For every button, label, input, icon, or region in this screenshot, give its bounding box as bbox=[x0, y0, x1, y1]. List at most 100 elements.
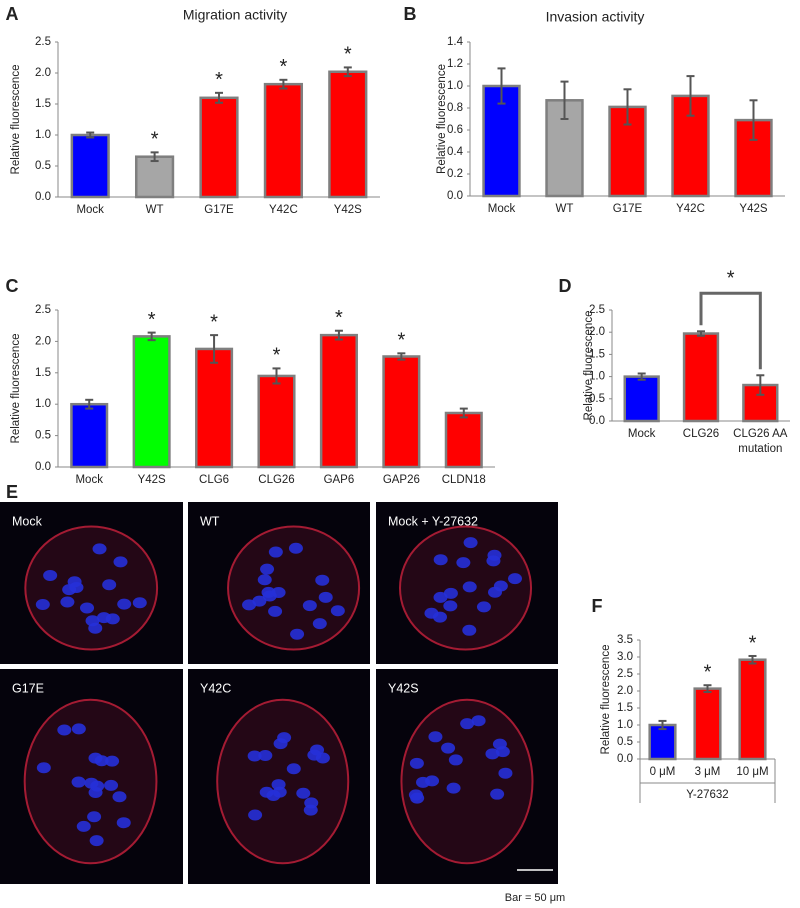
y-tick-label: 0.2 bbox=[447, 168, 463, 180]
nucleus bbox=[485, 748, 500, 760]
error-bar bbox=[623, 88, 632, 126]
y-axis-label: Relative fluorescence bbox=[10, 334, 22, 444]
nucleus bbox=[105, 755, 120, 767]
x-tick-label: G17E bbox=[612, 203, 643, 215]
x-tick-label-box: Y42C bbox=[269, 204, 298, 216]
y-tick-label: 1.0 bbox=[35, 398, 51, 410]
y-tick-label: 0.6 bbox=[447, 124, 463, 136]
nucleus bbox=[441, 742, 456, 754]
micrograph-label: WT bbox=[200, 514, 220, 528]
bar bbox=[70, 133, 110, 199]
panel-label: C bbox=[6, 276, 19, 296]
x-tick-label: Mock bbox=[487, 203, 516, 215]
x-tick-label: Mock bbox=[76, 204, 104, 216]
nucleus bbox=[288, 542, 303, 554]
nucleus bbox=[117, 598, 132, 610]
nucleus bbox=[80, 602, 95, 614]
nucleus bbox=[87, 811, 102, 823]
x-tick-label: 10 μM bbox=[736, 766, 769, 778]
significance: * bbox=[727, 268, 735, 290]
nucleus bbox=[456, 557, 471, 569]
significance: * bbox=[749, 632, 757, 654]
x-tick-label: GAP6 bbox=[323, 474, 355, 486]
x-tick-label-box: CLG6 bbox=[199, 474, 229, 486]
x-tick-label: Mock bbox=[627, 428, 656, 440]
nucleus bbox=[268, 605, 283, 617]
y-tick-label: 1.0 bbox=[447, 80, 463, 92]
y-tick-label: 0.8 bbox=[447, 102, 463, 114]
significance: * bbox=[148, 309, 156, 331]
x-tick-label: 0 μM bbox=[649, 766, 676, 778]
nucleus bbox=[84, 777, 99, 789]
nucleus bbox=[112, 791, 127, 803]
significance: * bbox=[344, 44, 352, 66]
nucleus bbox=[273, 738, 288, 750]
bar bbox=[319, 333, 358, 469]
nucleus bbox=[330, 605, 345, 617]
nucleus bbox=[448, 754, 463, 766]
nucleus bbox=[471, 715, 486, 727]
nucleus bbox=[92, 543, 107, 555]
bar bbox=[738, 658, 767, 761]
nucleus bbox=[71, 723, 86, 735]
nucleus bbox=[443, 587, 458, 599]
nucleus bbox=[290, 628, 305, 640]
bar bbox=[199, 96, 239, 199]
x-tick-label-box: Y42S bbox=[138, 474, 166, 486]
y-tick-label: 1.5 bbox=[589, 348, 605, 360]
y-tick-label: 0.5 bbox=[35, 430, 51, 442]
nucleus bbox=[462, 581, 477, 593]
x-tick-label-box: 0 μM bbox=[649, 766, 676, 778]
nucleus bbox=[248, 809, 263, 821]
nucleus bbox=[88, 622, 103, 634]
nucleus bbox=[60, 596, 75, 608]
nucleus bbox=[242, 599, 257, 611]
chart-title: Invasion activity bbox=[546, 9, 645, 25]
error-bar bbox=[85, 398, 94, 410]
nucleus bbox=[318, 591, 333, 603]
nucleus bbox=[62, 584, 77, 596]
nucleus bbox=[71, 776, 86, 788]
nucleus bbox=[257, 574, 272, 586]
nucleus bbox=[446, 782, 461, 794]
y-tick-label: 0.5 bbox=[589, 393, 605, 405]
nucleus bbox=[492, 738, 507, 750]
y-tick-label: 2.5 bbox=[589, 304, 605, 316]
micrograph bbox=[0, 669, 183, 884]
y-tick-label: 0.5 bbox=[617, 736, 633, 748]
micrograph-label: Y42S bbox=[388, 681, 419, 695]
error-bar bbox=[150, 151, 159, 163]
nucleus bbox=[296, 787, 311, 799]
nucleus bbox=[462, 624, 477, 636]
nucleus bbox=[486, 555, 501, 567]
nucleus bbox=[88, 752, 103, 764]
x-tick-label-box: Mock bbox=[76, 204, 104, 216]
error-bar bbox=[334, 329, 343, 341]
error-bar bbox=[497, 67, 506, 105]
x-tick-label-box: GAP6 bbox=[323, 474, 355, 486]
nucleus bbox=[102, 579, 117, 591]
nucleus bbox=[113, 556, 128, 568]
nucleus bbox=[302, 600, 317, 612]
error-bar bbox=[397, 352, 406, 361]
y-tick-label: 0.5 bbox=[35, 160, 51, 172]
error-bar bbox=[272, 367, 281, 385]
y-tick-label: 1.0 bbox=[589, 371, 605, 383]
nucleus bbox=[261, 586, 276, 598]
nucleus bbox=[57, 724, 72, 736]
micrograph bbox=[188, 502, 370, 664]
nucleus bbox=[271, 587, 286, 599]
x-tick-label: Y42S bbox=[739, 203, 768, 215]
x-tick-label: 3 μM bbox=[694, 766, 721, 778]
y-tick-label: 2.0 bbox=[589, 326, 605, 338]
significance-bracket bbox=[699, 291, 762, 370]
y-tick-label: 3.0 bbox=[617, 651, 633, 663]
nucleus bbox=[463, 537, 478, 549]
error-bar bbox=[215, 91, 223, 104]
x-tick-label-box: G17E bbox=[612, 203, 643, 215]
nucleus bbox=[408, 789, 423, 801]
x-tick-label: CLG26 bbox=[682, 428, 720, 440]
error-bar bbox=[279, 78, 288, 90]
bar bbox=[682, 332, 720, 423]
panel-label: F bbox=[592, 596, 603, 616]
